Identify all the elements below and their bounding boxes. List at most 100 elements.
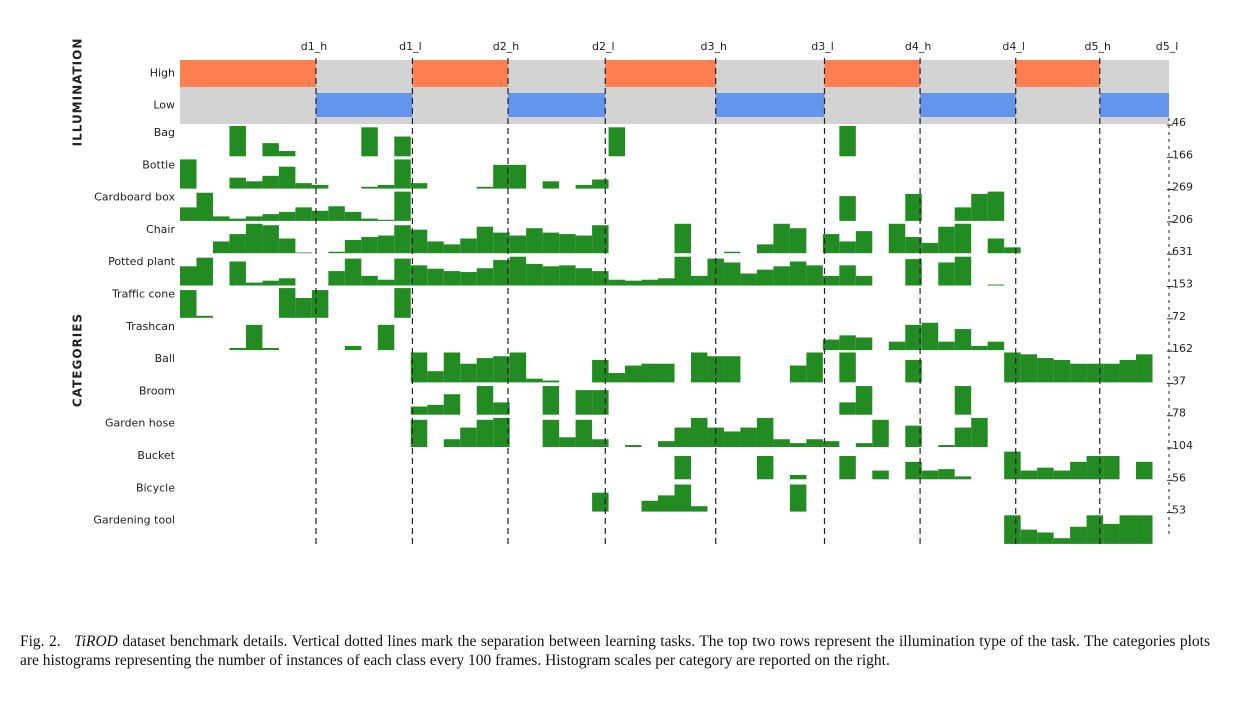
- histogram-bar: [641, 363, 659, 383]
- histogram-bar: [905, 237, 922, 254]
- histogram-bar: [756, 269, 774, 286]
- task-label: d2_h: [493, 40, 519, 53]
- histogram-bar: [295, 183, 312, 189]
- histogram-bar: [526, 228, 543, 254]
- histogram-bar: [311, 184, 329, 189]
- histogram-bar: [938, 262, 955, 286]
- histogram-bar: [262, 225, 279, 254]
- histogram-bar: [443, 244, 461, 254]
- illumination-band: [508, 93, 606, 117]
- histogram-bar: [1037, 358, 1054, 383]
- illumination-band: [315, 93, 413, 117]
- histogram-bar: [575, 268, 593, 286]
- histogram-bar: [229, 234, 246, 254]
- histogram-bar: [328, 251, 345, 254]
- histogram-bar: [262, 143, 279, 157]
- histogram-bar: [1136, 515, 1153, 544]
- categories-title: CATEGORIES: [71, 313, 85, 407]
- histogram-bar: [592, 492, 609, 512]
- histogram-bar: [278, 288, 296, 318]
- histogram-bar: [542, 419, 560, 447]
- illumination-band: [715, 93, 825, 117]
- histogram-bar: [723, 251, 741, 254]
- histogram-bar: [789, 365, 807, 383]
- histogram-bar: [855, 275, 873, 286]
- histogram-bar: [1020, 470, 1038, 480]
- scale-label: 46: [1172, 116, 1186, 129]
- illumination-band: [605, 60, 716, 87]
- histogram-bar: [1020, 529, 1038, 544]
- histogram-bar: [1086, 455, 1104, 480]
- histogram-bar: [245, 223, 263, 254]
- histogram-bar: [773, 439, 790, 447]
- histogram-bar: [1037, 532, 1054, 544]
- task-label: d4_h: [905, 40, 931, 53]
- histogram-bar: [789, 261, 807, 286]
- histogram-bar: [245, 216, 263, 221]
- histogram-bar: [1037, 467, 1054, 480]
- task-label: d3_l: [811, 40, 834, 53]
- illumination-title: ILLUMINATION: [71, 38, 85, 147]
- histogram-bar: [954, 207, 972, 221]
- histogram-bar: [559, 265, 576, 286]
- task-label: d1_h: [301, 40, 327, 53]
- histogram-bar: [690, 417, 708, 447]
- illumination-band: [824, 60, 921, 87]
- histogram-bar: [361, 237, 378, 254]
- illumination-band: [920, 93, 1016, 117]
- histogram-bar: [1070, 461, 1087, 480]
- histogram-bar: [344, 258, 362, 286]
- histogram-bar: [806, 352, 823, 383]
- histogram-bar: [905, 359, 922, 383]
- caption: Fig. 2. TiROD dataset benchmark details.…: [20, 632, 1210, 670]
- histogram-bar: [839, 352, 856, 383]
- histogram-bar: [855, 386, 873, 415]
- histogram-bar: [410, 419, 428, 447]
- histogram-bar: [575, 419, 593, 447]
- histogram-bar: [410, 183, 428, 189]
- histogram-bar: [592, 439, 609, 447]
- figure: ILLUMINATION CATEGORIES High Low d1_h d1_l d…: [71, 38, 1193, 545]
- scale-label: 206: [1172, 213, 1193, 226]
- histogram-bar: [278, 166, 296, 189]
- histogram-bar: [493, 260, 510, 286]
- histogram-bar: [921, 322, 939, 351]
- histogram-bar: [311, 290, 329, 318]
- category-label: Broom: [139, 384, 175, 397]
- scale-label: 162: [1172, 342, 1193, 355]
- histogram-bar: [822, 275, 840, 286]
- histogram-bar: [773, 266, 790, 286]
- histogram-bar: [954, 329, 972, 351]
- task-label: d3_h: [700, 40, 726, 53]
- histogram-bar: [740, 427, 757, 447]
- illumination-band: [412, 60, 509, 87]
- scale-label: 78: [1172, 407, 1186, 420]
- histogram-bar: [526, 378, 543, 383]
- histogram-bar: [839, 241, 856, 254]
- histogram-bar: [723, 262, 741, 286]
- category-label: Bicycle: [136, 481, 175, 494]
- histogram-bar: [575, 184, 593, 189]
- histogram-bar: [509, 235, 527, 254]
- histogram-bar: [559, 234, 576, 254]
- histogram-bar: [905, 425, 922, 447]
- histogram-bar: [394, 191, 411, 221]
- histogram-bar: [394, 225, 411, 254]
- histogram-bar: [493, 356, 510, 383]
- histogram-bar: [526, 263, 543, 286]
- histogram-bar: [658, 363, 675, 383]
- histogram-bar: [460, 272, 477, 286]
- histogram-bar: [806, 439, 823, 447]
- histogram-bar: [262, 280, 279, 286]
- histogram-bar: [938, 341, 955, 351]
- histogram-bar: [1053, 538, 1071, 544]
- histogram-bar: [196, 192, 213, 221]
- histogram-bar: [295, 252, 312, 254]
- histogram-bar: [855, 231, 873, 254]
- histogram-bar: [1070, 363, 1087, 383]
- histogram-bar: [295, 297, 312, 318]
- histogram-bar: [592, 179, 609, 189]
- task-label: d5_l: [1156, 40, 1179, 53]
- histogram-bar: [674, 455, 691, 480]
